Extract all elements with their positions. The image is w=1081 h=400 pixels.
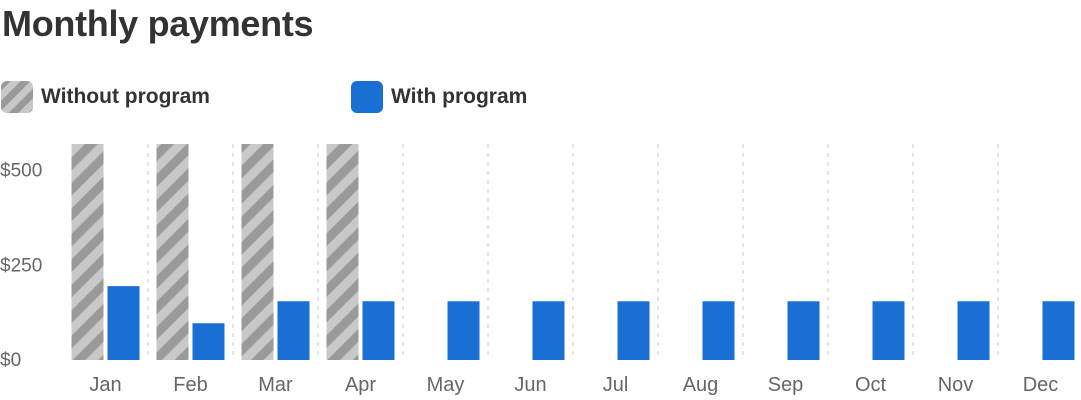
chart-title: Monthly payments <box>2 3 314 44</box>
bars <box>71 144 1075 360</box>
bar-with-program-nov <box>957 301 990 360</box>
bar-without-program-jan <box>71 144 104 360</box>
legend-label-without-program: Without program <box>41 84 210 108</box>
gridlines <box>147 144 999 360</box>
bar-with-program-may <box>447 301 480 360</box>
bar-with-program-oct <box>872 301 905 360</box>
bar-with-program-sep <box>787 301 820 360</box>
bar-with-program-dec <box>1042 301 1075 360</box>
legend-label-with-program: With program <box>391 84 528 108</box>
y-tick-label: $250 <box>0 255 42 276</box>
bar-without-program-apr <box>326 144 359 360</box>
x-tick-label: Dec <box>1023 374 1059 396</box>
x-tick-label: Jan <box>89 374 121 396</box>
x-tick-label: Mar <box>258 374 293 396</box>
x-tick-label: Jul <box>603 374 629 396</box>
legend-item-without-program: Without program <box>1 80 210 113</box>
x-tick-label: Oct <box>855 374 887 396</box>
x-tick-label: Sep <box>768 374 804 396</box>
legend-swatch-without-program <box>1 80 33 113</box>
bar-with-program-mar <box>277 301 310 360</box>
x-tick-label: Nov <box>938 374 974 396</box>
x-tick-label: Aug <box>683 374 719 396</box>
bar-without-program-feb <box>156 144 189 360</box>
bar-with-program-jul <box>617 301 650 360</box>
legend-swatch-with-program <box>351 80 383 113</box>
bar-without-program-mar <box>241 144 274 360</box>
legend-item-with-program: With program <box>351 80 527 113</box>
x-tick-label: Feb <box>173 374 207 396</box>
x-tick-label: Jun <box>514 374 546 396</box>
bar-with-program-apr <box>362 301 395 360</box>
x-tick-label: May <box>427 374 465 396</box>
bar-with-program-aug <box>702 301 735 360</box>
y-tick-label: $0 <box>0 350 21 371</box>
x-axis: Jan Feb Mar Apr May Jun Jul Aug Sep Oct Nov Dec <box>89 374 1058 396</box>
bar-with-program-jan <box>107 286 140 360</box>
bar-with-program-jun <box>532 301 565 360</box>
chart-legend: Without program With program <box>0 80 700 113</box>
x-tick-label: Apr <box>345 374 376 396</box>
y-tick-label: $500 <box>0 161 42 182</box>
bar-with-program-feb <box>192 323 225 360</box>
y-axis: $0 $250 $500 <box>0 161 42 371</box>
